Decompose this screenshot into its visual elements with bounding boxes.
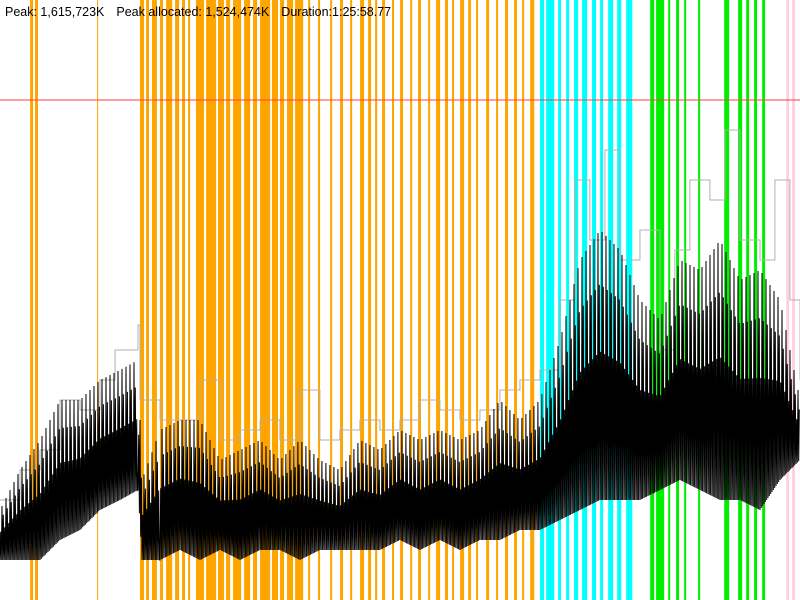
- band-orange: [318, 0, 321, 600]
- allocated-series-line: [0, 231, 800, 561]
- band-green: [668, 0, 671, 600]
- band-green: [724, 0, 730, 600]
- band-orange: [308, 0, 311, 600]
- band-orange: [350, 0, 353, 600]
- band-orange: [182, 0, 185, 600]
- band-orange: [428, 0, 431, 600]
- band-orange: [418, 0, 422, 600]
- band-orange: [175, 0, 180, 600]
- band-orange: [330, 0, 333, 600]
- band-green: [738, 0, 743, 600]
- band-cyan: [540, 0, 545, 600]
- band-orange: [410, 0, 413, 600]
- band-green: [650, 0, 655, 600]
- band-green: [746, 0, 750, 600]
- band-orange: [468, 0, 472, 600]
- band-orange: [97, 0, 99, 600]
- band-orange: [486, 0, 490, 600]
- band-orange: [280, 0, 285, 600]
- band-orange: [382, 0, 386, 600]
- peak-allocated-label: Peak allocated: 1,524,474K: [116, 5, 270, 19]
- band-orange: [295, 0, 304, 600]
- band-orange: [30, 0, 34, 600]
- band-orange: [445, 0, 448, 600]
- band-orange: [160, 0, 163, 600]
- band-orange: [188, 0, 191, 600]
- band-orange: [505, 0, 509, 600]
- band-orange: [400, 0, 404, 600]
- band-cyan: [546, 0, 555, 600]
- band-orange: [233, 0, 242, 600]
- band-orange: [375, 0, 378, 600]
- band-orange: [340, 0, 344, 600]
- band-orange: [166, 0, 173, 600]
- band-orange: [260, 0, 271, 600]
- band-pink: [786, 0, 790, 600]
- band-cyan: [582, 0, 588, 600]
- band-green: [754, 0, 758, 600]
- band-orange: [196, 0, 205, 600]
- band-orange: [151, 0, 157, 600]
- band-orange: [392, 0, 395, 600]
- band-orange: [360, 0, 365, 600]
- band-orange: [514, 0, 517, 600]
- band-orange: [368, 0, 372, 600]
- band-orange: [522, 0, 525, 600]
- band-orange: [253, 0, 258, 600]
- band-cyan: [574, 0, 579, 600]
- band-green: [762, 0, 766, 600]
- band-orange: [460, 0, 465, 600]
- band-orange: [476, 0, 479, 600]
- peak-label: Peak: 1,615,723K: [5, 5, 105, 19]
- band-orange: [244, 0, 251, 600]
- band-orange: [146, 0, 150, 600]
- band-orange: [218, 0, 225, 600]
- band-orange: [287, 0, 294, 600]
- band-orange: [452, 0, 455, 600]
- peak-series-line: [0, 129, 800, 501]
- band-orange: [226, 0, 231, 600]
- band-orange: [140, 0, 145, 600]
- band-orange: [436, 0, 441, 600]
- band-orange: [530, 0, 535, 600]
- band-orange: [496, 0, 499, 600]
- band-green: [698, 0, 701, 600]
- chart-header: Peak: 1,615,723K Peak allocated: 1,524,47…: [5, 5, 403, 19]
- band-green: [684, 0, 687, 600]
- band-orange: [271, 0, 279, 600]
- band-orange: [35, 0, 38, 600]
- band-cyan: [608, 0, 614, 600]
- band-orange: [206, 0, 217, 600]
- duration-label: Duration:1:25:58.77: [281, 5, 392, 19]
- band-cyan: [626, 0, 633, 600]
